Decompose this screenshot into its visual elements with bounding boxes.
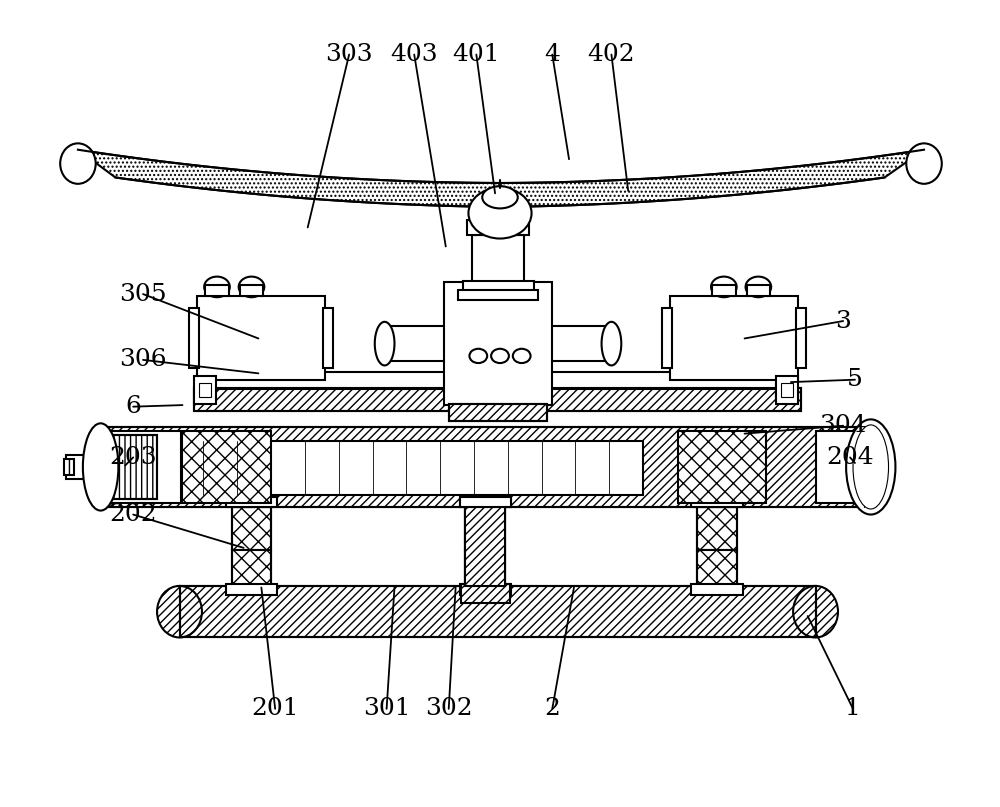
Bar (465, 507, 505, 586)
Ellipse shape (204, 277, 230, 297)
Bar (180, 586, 816, 638)
Ellipse shape (906, 144, 942, 184)
Ellipse shape (602, 322, 621, 366)
Bar (697, 507, 737, 586)
Bar (662, 308, 672, 368)
Text: 3: 3 (835, 310, 851, 332)
Bar (465, 550, 505, 586)
Text: 204: 204 (826, 446, 874, 469)
Bar (463, 281, 534, 291)
Bar (66, 455, 104, 479)
Bar (240, 286, 263, 296)
Bar (194, 387, 801, 412)
Bar (197, 296, 325, 380)
Bar (101, 427, 865, 507)
Polygon shape (78, 150, 500, 207)
Bar (385, 326, 446, 362)
Text: 403: 403 (390, 43, 438, 66)
Bar (670, 296, 798, 380)
Bar (458, 290, 538, 299)
Bar (712, 286, 736, 296)
Ellipse shape (793, 586, 838, 638)
Bar (449, 404, 547, 421)
Bar (103, 435, 157, 499)
Text: 203: 203 (109, 446, 157, 469)
Text: 306: 306 (119, 349, 167, 371)
Bar (467, 220, 529, 235)
Text: 5: 5 (847, 368, 863, 391)
Bar (460, 497, 511, 507)
Bar (199, 383, 211, 397)
Text: 201: 201 (251, 697, 299, 721)
Bar (204, 372, 791, 389)
Circle shape (491, 349, 509, 363)
Bar (226, 497, 277, 507)
Bar (180, 586, 816, 638)
Text: 6: 6 (125, 395, 141, 418)
Text: 301: 301 (363, 697, 410, 721)
Ellipse shape (746, 277, 771, 297)
Bar (194, 376, 216, 404)
Bar (691, 584, 743, 596)
Bar (103, 435, 157, 499)
Bar (103, 431, 181, 503)
Ellipse shape (482, 186, 518, 208)
Ellipse shape (239, 277, 264, 297)
Ellipse shape (853, 425, 889, 509)
Bar (465, 507, 505, 550)
Text: 305: 305 (119, 282, 167, 306)
Bar (232, 507, 271, 550)
Bar (747, 286, 770, 296)
Bar (232, 507, 271, 586)
Text: 303: 303 (325, 43, 373, 66)
Ellipse shape (711, 277, 737, 297)
Bar (460, 584, 511, 596)
Bar (460, 497, 511, 507)
Ellipse shape (375, 322, 394, 366)
Text: 1: 1 (845, 697, 861, 721)
Bar (781, 383, 793, 397)
Bar (465, 507, 505, 586)
Circle shape (468, 188, 532, 239)
Text: 4: 4 (544, 43, 560, 66)
Polygon shape (500, 150, 924, 207)
Bar (182, 431, 271, 503)
Ellipse shape (157, 586, 202, 638)
Bar (678, 431, 766, 503)
Bar (691, 497, 743, 507)
Ellipse shape (60, 144, 96, 184)
Bar (697, 550, 737, 586)
Bar (449, 404, 547, 421)
Text: 402: 402 (588, 43, 635, 66)
Bar (194, 387, 801, 412)
Circle shape (513, 349, 531, 363)
Text: 401: 401 (453, 43, 500, 66)
Ellipse shape (83, 424, 118, 511)
Bar (776, 370, 796, 397)
Bar (461, 584, 510, 604)
Bar (205, 286, 229, 296)
Bar (796, 308, 806, 368)
Ellipse shape (846, 420, 895, 515)
Bar (232, 550, 271, 586)
Bar (776, 376, 798, 404)
Circle shape (469, 349, 487, 363)
Bar (550, 326, 611, 362)
Bar (323, 308, 333, 368)
Bar (697, 507, 737, 550)
Text: 202: 202 (109, 503, 157, 526)
Bar (170, 441, 643, 495)
Bar (101, 427, 865, 507)
Bar (226, 584, 277, 596)
Bar (472, 235, 524, 282)
Text: 304: 304 (819, 414, 867, 437)
Text: 2: 2 (544, 697, 560, 721)
Bar (189, 308, 199, 368)
Bar (64, 459, 74, 475)
Text: 302: 302 (425, 697, 473, 721)
Bar (444, 282, 552, 405)
Bar (816, 431, 860, 503)
